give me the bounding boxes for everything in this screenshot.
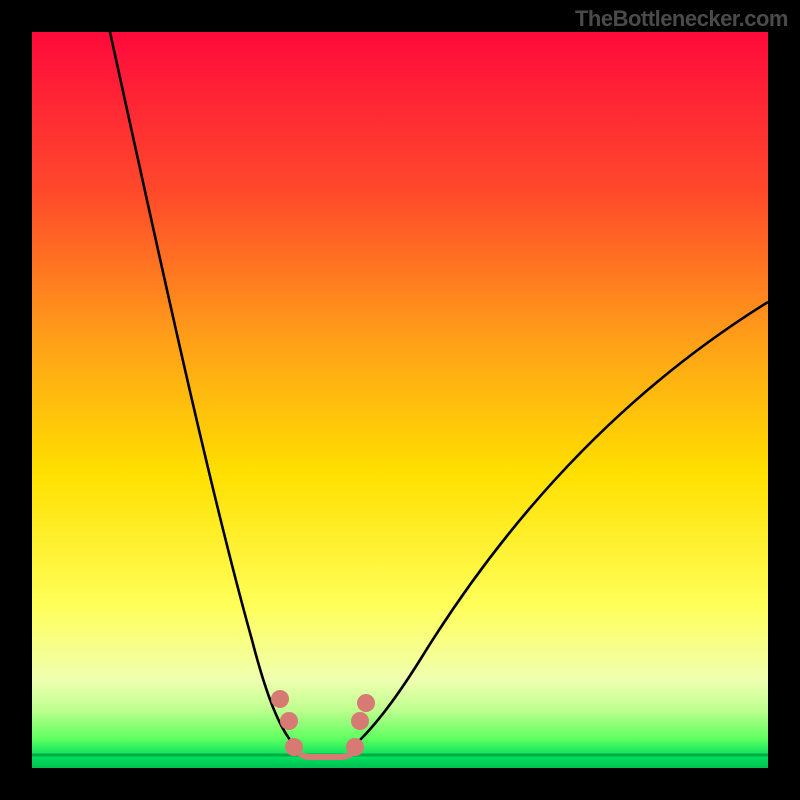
chart-container: TheBottlenecker.com [0,0,800,800]
plot-background [32,32,768,768]
bottleneck-plot [0,0,800,800]
watermark-text: TheBottlenecker.com [575,6,788,32]
